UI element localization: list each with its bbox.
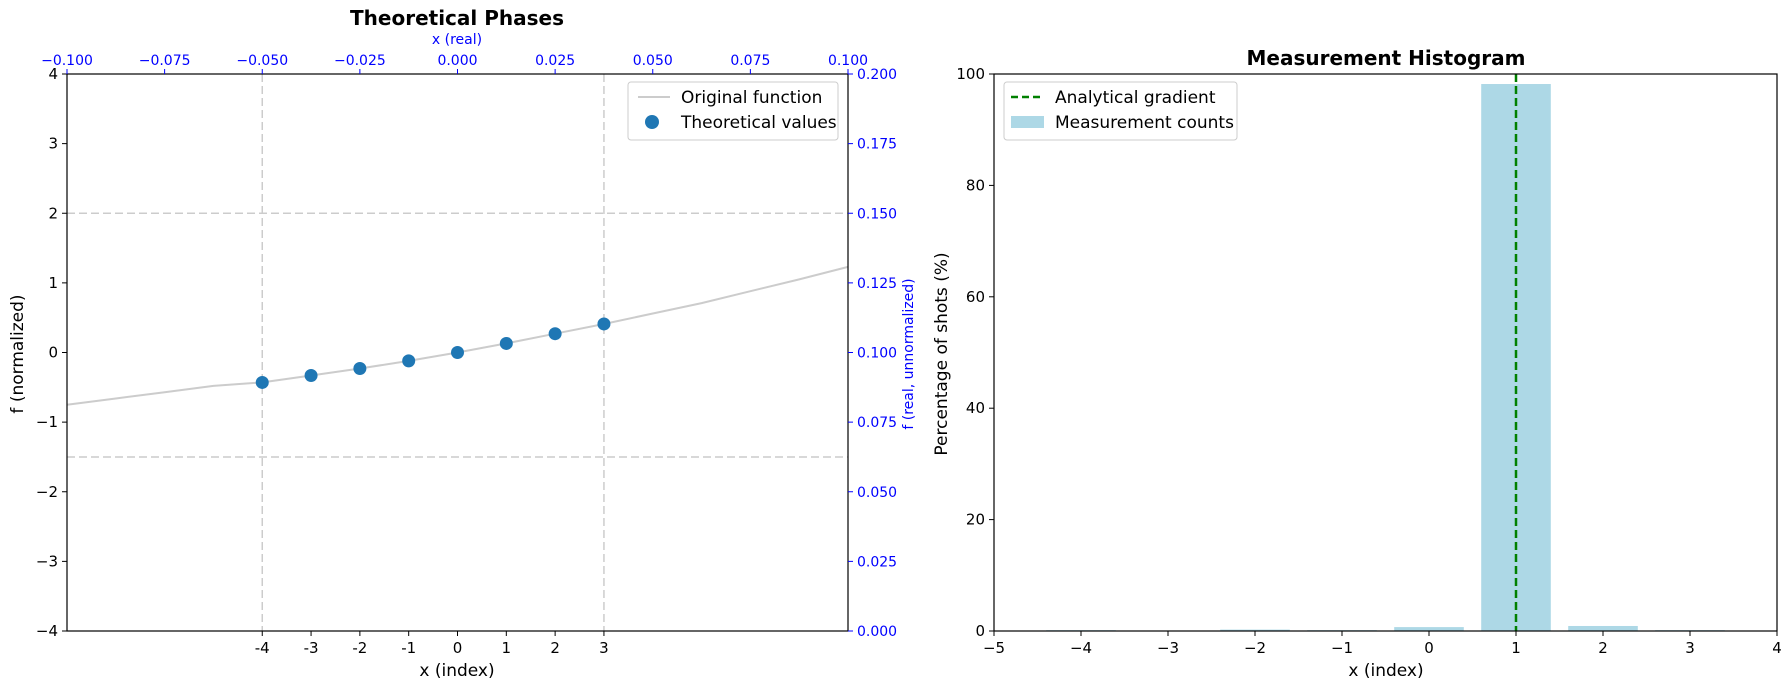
top-tick-label: −0.025 xyxy=(334,53,386,69)
x-tick-label: 1 xyxy=(1511,639,1521,657)
y-tick-label: 2 xyxy=(48,204,58,222)
y-tick-label: 100 xyxy=(956,65,985,83)
histogram-bar xyxy=(1220,629,1290,631)
right-tick-label: 0.050 xyxy=(857,485,897,501)
y-tick-label: 3 xyxy=(48,135,58,153)
top-tick-label: −0.050 xyxy=(236,53,288,69)
theoretical-value-point xyxy=(499,336,513,350)
theoretical-value-point xyxy=(255,375,269,389)
top-tick-label: 0.025 xyxy=(535,53,575,69)
right-tick-label: 0.150 xyxy=(857,206,897,222)
x-tick-label: 0 xyxy=(1424,639,1434,657)
y-tick-label: 0 xyxy=(975,622,985,640)
x-tick-label: −5 xyxy=(983,639,1005,657)
y-tick-label: 20 xyxy=(966,511,985,529)
top-tick-label: 0.000 xyxy=(437,53,477,69)
right-y-axis-label: Percentage of shots (%) xyxy=(932,252,952,455)
legend-point-swatch xyxy=(645,115,659,129)
theoretical-value-point xyxy=(304,368,318,382)
y-tick-label: −4 xyxy=(36,622,58,640)
right-tick-label: 0.125 xyxy=(857,276,897,292)
right-legend: Analytical gradient Measurement counts xyxy=(1003,81,1238,141)
x-tick-label: −3 xyxy=(1157,639,1179,657)
theoretical-value-point xyxy=(597,317,611,331)
y-tick-label: 80 xyxy=(966,176,985,194)
x-tick-label: -1 xyxy=(401,639,416,657)
x-tick-label: -3 xyxy=(304,639,319,657)
theoretical-value-point xyxy=(353,362,367,376)
y-tick-label: 1 xyxy=(48,274,58,292)
right-tick-label: 0.075 xyxy=(857,415,897,431)
x-tick-label: 2 xyxy=(1598,639,1608,657)
legend-label-analytical-gradient: Analytical gradient xyxy=(1055,88,1216,108)
left-right-axis-label: f (real, unnormalized) xyxy=(901,278,917,429)
x-tick-label: -2 xyxy=(352,639,367,657)
left-y-axis-label: f (normalized) xyxy=(8,294,28,413)
x-tick-label: 0 xyxy=(453,639,463,657)
top-tick-label: −0.100 xyxy=(41,53,93,69)
legend-label-measurement-counts: Measurement counts xyxy=(1055,113,1234,133)
x-tick-label: 1 xyxy=(502,639,512,657)
histogram-bar xyxy=(1568,625,1638,631)
x-tick-label: −1 xyxy=(1331,639,1353,657)
right-tick-label: 0.200 xyxy=(857,67,897,83)
histogram-bar xyxy=(1394,627,1464,631)
top-tick-label: 0.075 xyxy=(730,53,770,69)
legend-label-original-function: Original function xyxy=(681,88,822,108)
right-tick-label: 0.025 xyxy=(857,554,897,570)
left-plot-area: -4 -3 -2 -1 0 1 2 3 −4 −3 −2 −1 0 1 2 3 4−0.100 −0.075 −0.… xyxy=(36,53,897,657)
x-tick-label: -4 xyxy=(255,639,270,657)
x-tick-label: −2 xyxy=(1244,639,1266,657)
x-tick-label: 4 xyxy=(1772,639,1782,657)
right-plot-frame xyxy=(993,73,1778,632)
right-x-axis-label: x (index) xyxy=(1348,661,1423,681)
y-tick-label: 4 xyxy=(48,65,58,83)
theoretical-value-point xyxy=(402,354,416,368)
legend-label-theoretical-values: Theoretical values xyxy=(680,113,837,133)
left-legend-box xyxy=(627,81,839,141)
theoretical-value-point xyxy=(451,346,464,359)
x-tick-label: −4 xyxy=(1070,639,1092,657)
y-tick-label: −2 xyxy=(36,483,58,501)
y-tick-label: −3 xyxy=(36,552,58,570)
top-tick-label: −0.075 xyxy=(139,53,191,69)
theoretical-phases-chart: Theoretical Phases x (real) -4 -3 -2 -1 0 1 2 3… xyxy=(8,6,917,681)
measurement-histogram-chart: Measurement Histogram −5 −4 −3 −2 −1 0 1 2 3 4020… xyxy=(932,46,1782,681)
right-chart-title: Measurement Histogram xyxy=(1246,46,1525,70)
left-legend: Original function Theoretical values xyxy=(627,81,839,141)
top-tick-label: 0.050 xyxy=(633,53,673,69)
left-chart-title: Theoretical Phases xyxy=(350,6,564,30)
y-tick-label: 40 xyxy=(966,399,985,417)
right-tick-label: 0.100 xyxy=(857,346,897,362)
x-tick-label: 3 xyxy=(1685,639,1695,657)
x-tick-label: 3 xyxy=(599,639,609,657)
y-tick-label: 60 xyxy=(966,288,985,306)
legend-bar-swatch xyxy=(1011,116,1044,128)
left-x-axis-label: x (index) xyxy=(419,661,494,681)
x-tick-label: 2 xyxy=(550,639,560,657)
original-function-line xyxy=(66,265,849,406)
y-tick-label: 0 xyxy=(48,344,58,362)
theoretical-value-point xyxy=(548,327,562,341)
right-tick-label: 0.175 xyxy=(857,137,897,153)
y-tick-label: −1 xyxy=(36,413,58,431)
left-top-axis-label: x (real) xyxy=(432,32,482,48)
top-tick-label: 0.100 xyxy=(828,53,868,69)
right-legend-box xyxy=(1003,81,1238,141)
right-tick-label: 0.000 xyxy=(857,624,897,640)
